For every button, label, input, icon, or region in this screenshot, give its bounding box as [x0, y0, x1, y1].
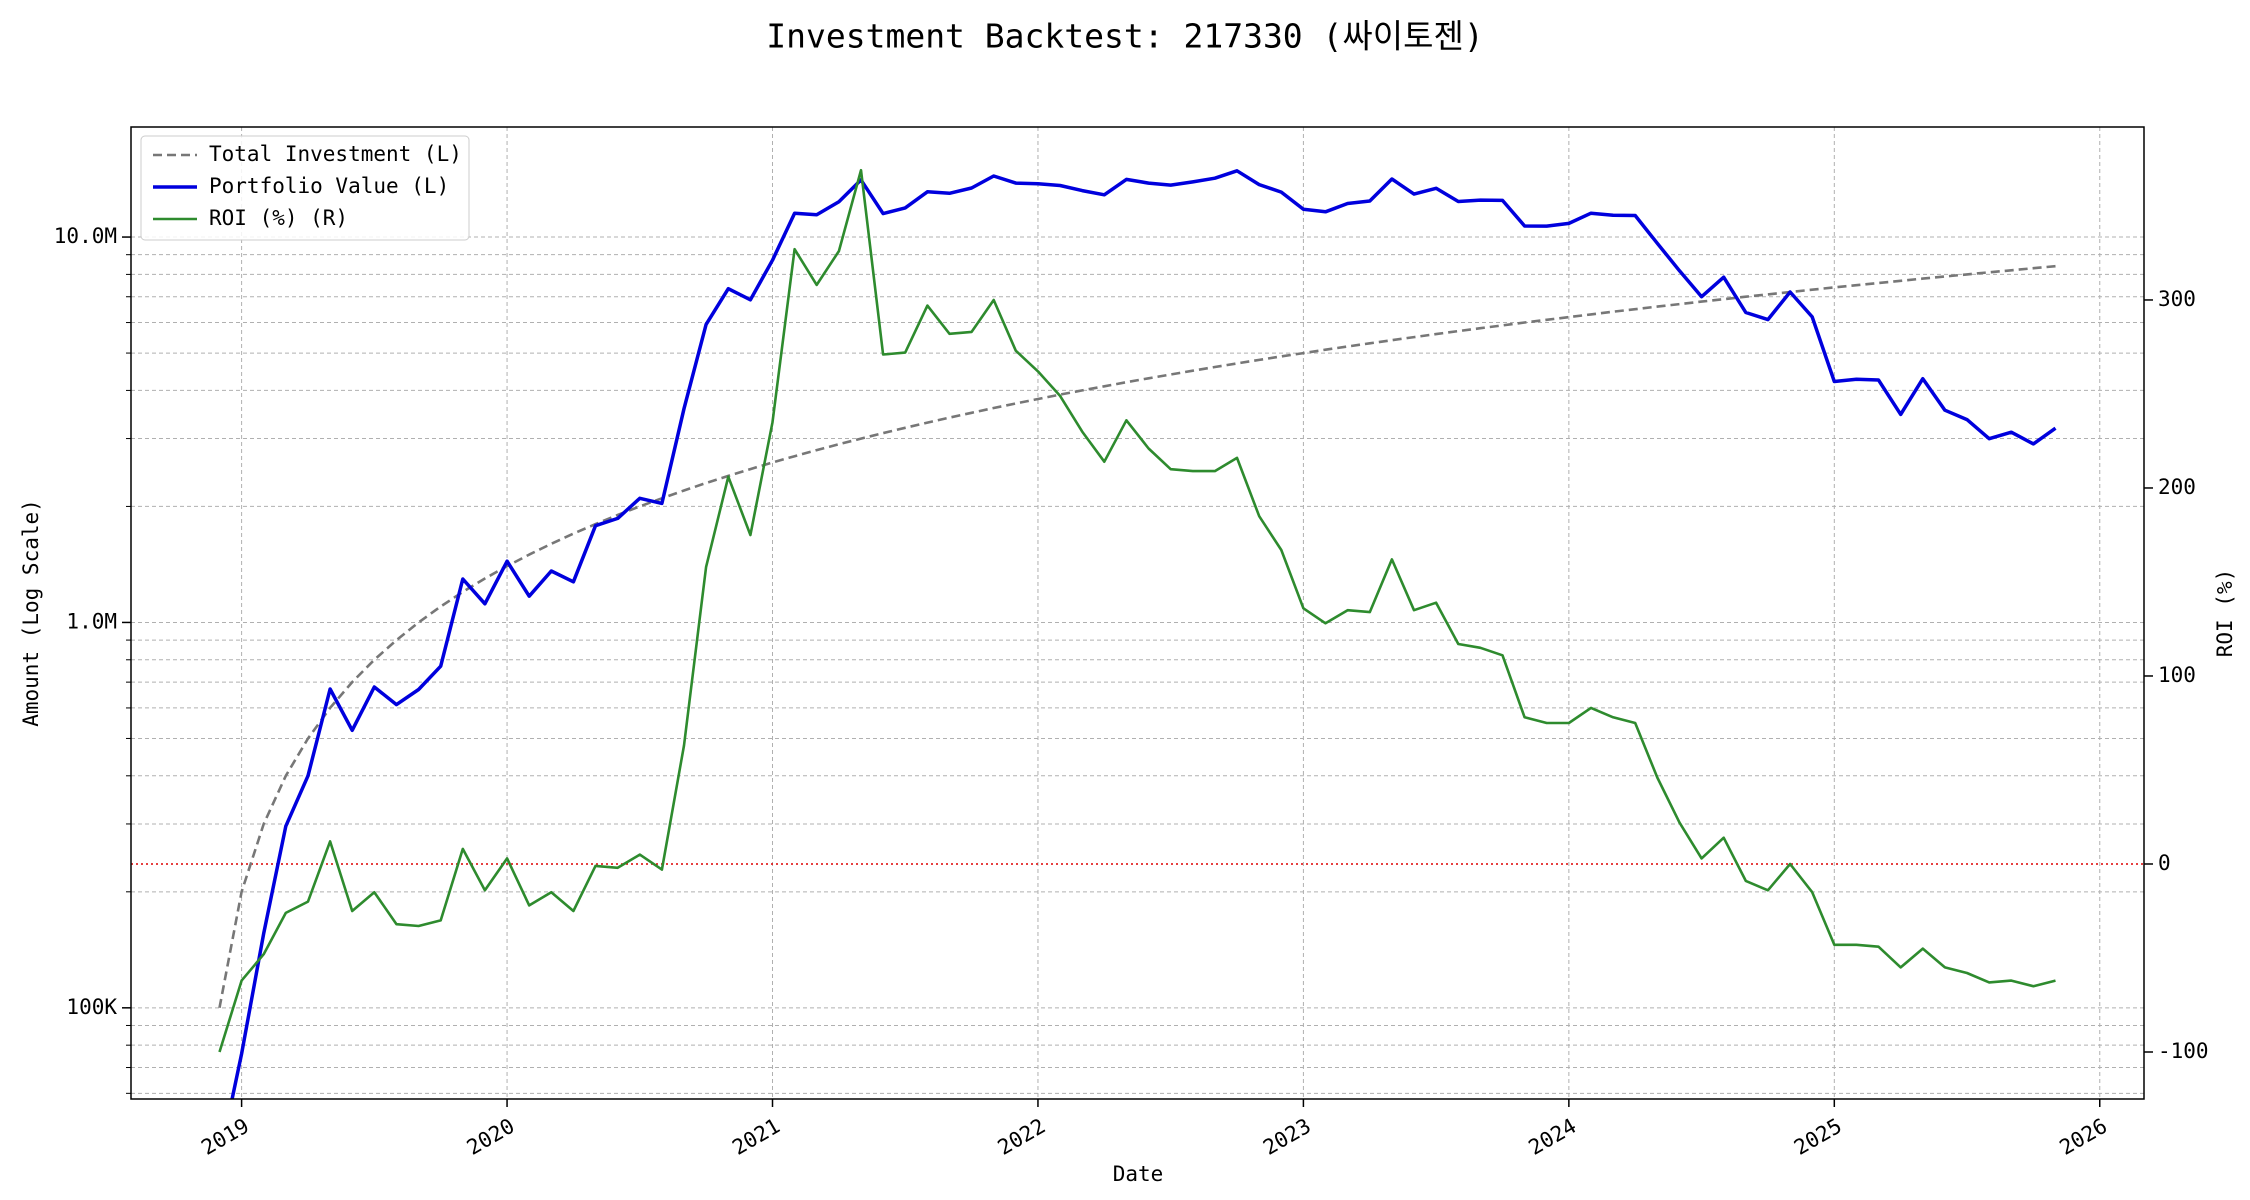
y-tick-label: 100K — [66, 995, 117, 1019]
legend-label: ROI (%) (R) — [209, 206, 348, 230]
x-tick-label: 2021 — [728, 1114, 784, 1160]
legend-label: Portfolio Value (L) — [209, 174, 449, 198]
y-tick-label: 1.0M — [66, 609, 117, 633]
chart-title: Investment Backtest: 217330 (싸이토젠) — [766, 17, 1483, 56]
plot-area — [218, 168, 2057, 1099]
x-tick-label: 2025 — [1790, 1114, 1846, 1160]
series-line — [218, 264, 2056, 1009]
x-tick-label: 2020 — [463, 1114, 519, 1160]
x-tick-label: 2024 — [1525, 1114, 1581, 1160]
y2-tick-label: 0 — [2158, 851, 2171, 875]
x-tick-label: 2026 — [2055, 1114, 2111, 1160]
x-tick-label: 2019 — [197, 1114, 253, 1160]
series-line — [218, 168, 2056, 1053]
y2-tick-label: 100 — [2158, 663, 2196, 687]
legend-label: Total Investment (L) — [209, 142, 462, 166]
series-line — [230, 169, 2057, 1099]
y2-tick-label: 200 — [2158, 475, 2196, 499]
plot-frame — [130, 126, 2145, 1100]
y-axis-label: Amount (Log Scale) — [19, 499, 43, 727]
y2-tick-label: -100 — [2158, 1039, 2209, 1063]
x-axis-label: Date — [1113, 1162, 1164, 1186]
y-tick-label: 10.0M — [54, 224, 117, 248]
x-tick-label: 2023 — [1259, 1114, 1315, 1160]
legend-box — [140, 135, 470, 241]
y2-axis-label: ROI (%) — [2213, 569, 2237, 658]
y2-tick-label: 300 — [2158, 287, 2196, 311]
x-tick-label: 2022 — [994, 1114, 1050, 1160]
